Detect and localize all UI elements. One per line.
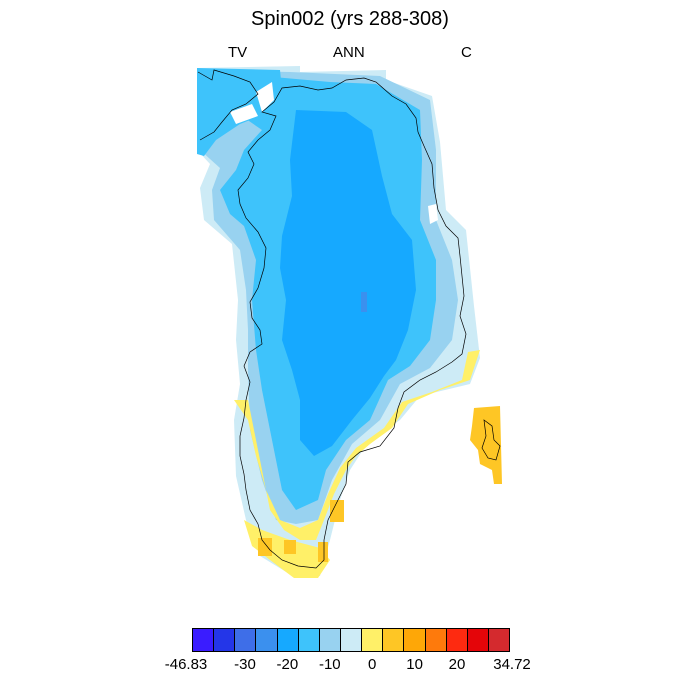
colorbar-tick-label: -30: [234, 656, 256, 673]
colorbar-swatch: [277, 629, 299, 651]
colorbar-swatch: [193, 629, 215, 651]
colorbar-tick-label: -10: [318, 656, 341, 673]
colorbar: [192, 628, 510, 652]
colorbar-swatch: [404, 629, 426, 651]
colorbar-tick-label: -20: [276, 656, 299, 673]
colorbar-tick-label: 10: [406, 656, 423, 673]
island-coastline: [481, 419, 501, 461]
water-gap: [230, 104, 258, 124]
colorbar-swatch: [340, 629, 363, 651]
colorbar-tick-label: -46.83: [164, 656, 208, 673]
colorbar-swatch: [235, 629, 257, 651]
colorbar-tick-label: 0: [368, 656, 377, 673]
colorbar-swatch: [488, 629, 510, 651]
right-label: C: [461, 44, 472, 61]
colorbar-swatch: [362, 629, 384, 651]
warm-cell: [318, 542, 328, 562]
warm-cell: [284, 540, 296, 554]
coastline: [197, 69, 467, 569]
interior-cold-patch: [361, 292, 367, 312]
colorbar-swatch: [256, 629, 278, 651]
colorbar-swatch: [425, 629, 447, 651]
east-island-region: [470, 406, 502, 484]
center-label: ANN: [333, 44, 365, 61]
map-title: Spin002 (yrs 288-308): [251, 8, 449, 30]
warm-cell: [330, 500, 344, 522]
colorbar-swatch: [214, 629, 236, 651]
water-gap: [256, 82, 274, 112]
colorbar-tick-label: 20: [448, 656, 466, 673]
colorbar-swatch: [446, 629, 468, 651]
warm-cell: [258, 538, 272, 556]
interior-ice-region: [280, 110, 416, 456]
left-label: TV: [228, 44, 248, 61]
colorbar-labels: -46.83 -30 -20 -10 0 10 20 34.72: [0, 656, 700, 676]
colorbar-swatch: [383, 629, 405, 651]
colorbar-swatch: [298, 629, 320, 651]
south-coast-warm-region: [234, 350, 480, 540]
colorbar-swatch: [319, 629, 341, 651]
water-gap: [428, 204, 438, 224]
colorbar-swatch: [467, 629, 489, 651]
colorbar-tick-label: 34.72: [493, 656, 531, 673]
